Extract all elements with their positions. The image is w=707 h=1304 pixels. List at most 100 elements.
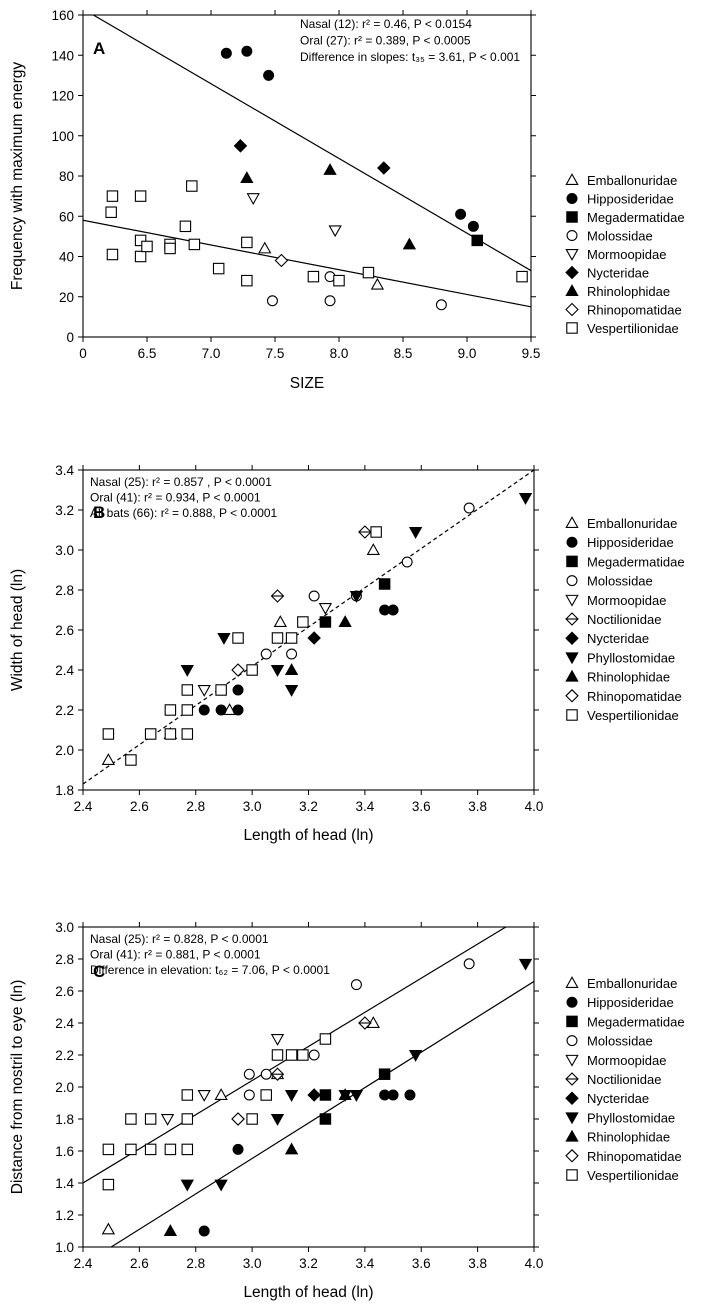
regression-line [92,15,531,272]
data-point [258,241,272,254]
y-tick-label: 60 [59,209,74,224]
y-tick-label: 2.8 [55,583,74,598]
data-point [231,1112,245,1126]
x-tick-label: 2.6 [130,799,149,814]
stats-annotation: Oral (27): r² = 0.389, P < 0.0005 [300,34,471,48]
data-point [307,631,321,645]
stats-annotation: Nasal (25): r² = 0.857 , P < 0.0001 [90,475,272,489]
data-point [362,266,375,279]
data-point [181,1089,194,1101]
y-tick-label: 1.6 [55,1144,74,1159]
data-point [333,274,345,287]
data-point [106,190,119,202]
data-point [246,193,260,205]
data-point [263,69,275,81]
data-point [378,578,391,590]
data-point [181,704,194,716]
data-point [164,242,176,255]
legend-marker [566,996,578,1008]
data-point [134,250,147,263]
data-point [197,685,211,697]
data-point [105,206,117,218]
data-point [350,979,362,991]
data-point [144,728,157,740]
data-point [308,590,320,602]
data-point [144,1143,157,1156]
data-point [319,1113,332,1125]
x-tick-label: 3.0 [243,1256,262,1271]
data-point [134,234,147,247]
legend-label: Hipposideridae [587,192,674,207]
data-point [270,665,285,677]
y-tick-label: 2.0 [55,743,74,758]
x-tick-label: 2.4 [74,1256,93,1271]
legend-label: Molossidae [587,574,653,589]
data-point [338,1088,352,1100]
y-axis-label: Distance from nostril to eye (ln) [9,980,26,1195]
data-point [222,703,237,715]
legend-label: Rhinolophidae [587,1130,670,1145]
legend-label: Noctilionidae [587,1072,661,1087]
data-point [366,543,380,555]
data-point [471,234,483,247]
data-point [198,1225,210,1237]
legend-label: Rhinopomatidae [587,1149,682,1164]
data-point [180,1179,194,1192]
panel-a: 0 6.5 7.0 7.5 8.0 8.5 9.0 9.5 0 20 40 60 80 100 120 140… [9,8,685,392]
x-tick-label: 8.5 [394,346,413,361]
data-point [241,236,253,249]
data-point [260,1089,272,1101]
legend-label: Phyllostomidae [587,1110,675,1125]
x-tick-label: 9.5 [522,346,541,361]
x-tick-label: 3.8 [468,799,487,814]
data-point [284,1090,299,1102]
legend-label: Megadermatidae [587,1014,685,1029]
data-point [233,139,248,153]
legend-label: Molossidae [587,1034,653,1049]
data-point [232,684,244,696]
legend-label: Rhinolophidae [587,670,670,685]
data-point [144,1113,157,1125]
x-tick-label: 3.0 [243,799,262,814]
legend-marker [565,976,579,988]
legend-marker [565,652,579,665]
data-point [260,1068,272,1080]
data-point [463,958,475,970]
data-points [105,45,528,311]
data-point [370,277,385,290]
legend-marker [566,709,578,721]
legend-marker [566,211,578,223]
legend-label: Megadermatidae [587,210,685,225]
data-point [241,274,253,287]
data-point [318,603,333,615]
data-point [217,633,231,645]
panel-letter: A [93,39,105,58]
data-point [377,161,391,175]
y-tick-label: 1.8 [55,783,74,798]
y-tick-label: 160 [51,8,74,23]
y-axis-label: Frequency with maximum energy [9,62,26,291]
data-point [271,1049,284,1061]
data-point [285,632,298,644]
data-point [186,180,198,192]
x-tick-label: 3.6 [412,1256,431,1271]
data-point [286,648,298,660]
data-point [214,1179,228,1192]
legend-marker [566,230,578,241]
y-tick-label: 2.2 [55,703,74,718]
legend-marker [566,1035,578,1047]
data-point [164,704,177,716]
x-tick-label: 2.6 [130,1256,149,1271]
legend-marker [565,302,579,317]
panel-b: 2.4 2.6 2.8 3.0 3.2 3.4 3.6 3.8 4.0 1.8 2.0 2.2 2.4 2… [9,463,685,844]
data-point [198,704,210,716]
data-point [284,685,299,697]
data-point [246,1113,258,1125]
y-tick-label: 2.0 [55,1080,74,1095]
data-point [387,604,399,616]
x-tick-label: 3.2 [299,799,318,814]
data-point [297,616,309,628]
x-tick-label: 2.8 [186,1256,205,1271]
data-point [319,1089,332,1101]
data-point [181,1143,194,1156]
